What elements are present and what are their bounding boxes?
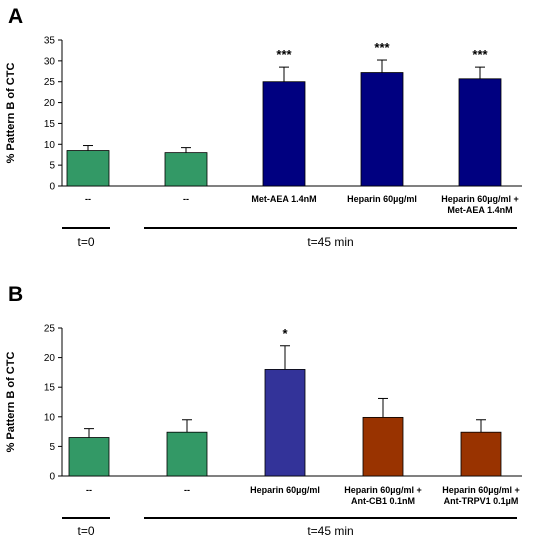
panel-a-bar [458, 78, 502, 187]
panel-a-y-tick-label: 15 [44, 119, 56, 130]
panel-b-y-tick-label: 20 [44, 353, 56, 364]
panel-a-significance-label: *** [374, 40, 390, 55]
panel-a-y-tick-label: 10 [44, 140, 56, 151]
panel-a-time-group-label: t=0 [77, 235, 94, 249]
panel-b-bar [362, 416, 404, 477]
panel-a-category-label: -- [183, 194, 189, 204]
panel-a-significance-label: *** [276, 47, 292, 62]
panel-b-bar [68, 437, 110, 477]
panel-b-bar [166, 431, 208, 477]
panel-b-y-tick-label: 5 [49, 442, 55, 453]
panel-b-category-label: Ant-CB1 0.1nM [351, 496, 415, 506]
panel-b-category-label: Ant-TRPV1 0.1µM [444, 496, 519, 506]
panel-b-bar [264, 369, 306, 477]
panel-a-category-label: Heparin 60µg/ml + [441, 194, 518, 204]
panel-b-bar [460, 431, 502, 477]
panel-a-y-tick-label: 0 [49, 182, 55, 193]
panel-b-category-label: Heparin 60µg/ml + [442, 485, 519, 495]
panel-a-y-tick-label: 35 [44, 36, 56, 47]
panel-b-category-label: -- [184, 485, 190, 495]
panel-a-category-label: -- [85, 194, 91, 204]
panel-b-y-tick-label: 15 [44, 383, 56, 394]
panel-a-bar [66, 150, 110, 187]
panel-b-time-group-label: t=0 [77, 524, 94, 538]
panel-a-bar [360, 72, 404, 187]
panel-a-y-label: % Pattern B of CTC [5, 63, 17, 164]
panel-b-letter: B [8, 283, 23, 306]
panel-a-category-label: Met-AEA 1.4nM [251, 194, 316, 204]
panel-a-y-tick-label: 5 [49, 161, 55, 172]
panel-a-bar [164, 152, 208, 187]
panel-b-significance-label: * [282, 326, 288, 341]
panel-b-time-group-label: t=45 min [307, 524, 353, 538]
panel-a-significance-label: *** [472, 47, 488, 62]
panel-a-category-label: Met-AEA 1.4nM [447, 205, 512, 215]
panel-b-y-label: % Pattern B of CTC [5, 352, 17, 453]
panel-a-bar [262, 81, 306, 187]
panel-a-y-tick-label: 25 [44, 77, 56, 88]
panel-b-y-tick-label: 25 [44, 324, 56, 335]
panel-b-category-label: Heparin 60µg/ml + [344, 485, 421, 495]
panel-a-letter: A [8, 5, 23, 28]
panel-b-y-tick-label: 0 [49, 472, 55, 483]
panel-a-category-label: Heparin 60µg/ml [347, 194, 417, 204]
panel-b-category-label: -- [86, 485, 92, 495]
panel-b-category-label: Heparin 60µg/ml [250, 485, 320, 495]
panel-b-y-tick-label: 10 [44, 412, 56, 423]
panel-a-y-tick-label: 20 [44, 98, 56, 109]
panel-a-time-group-label: t=45 min [307, 235, 353, 249]
panel-a-y-tick-label: 30 [44, 56, 56, 67]
